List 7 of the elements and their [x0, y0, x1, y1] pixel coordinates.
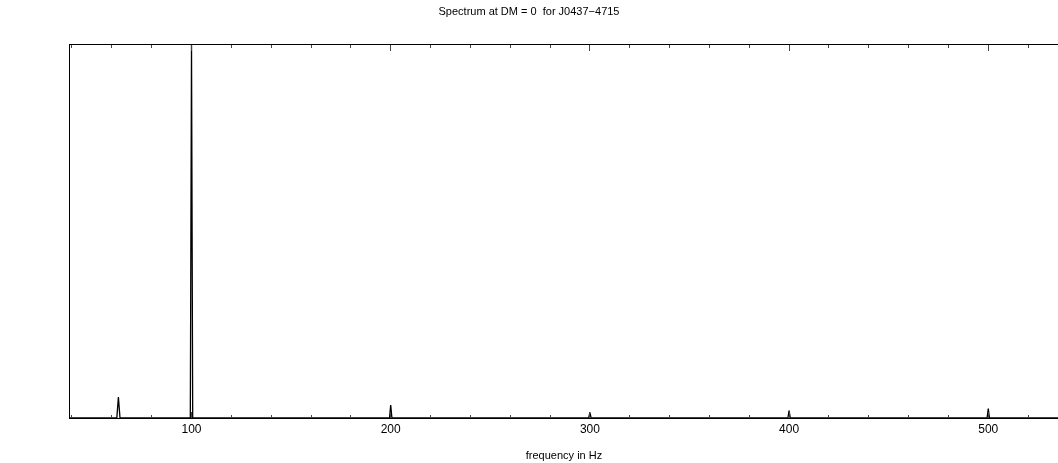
x-tick-label: 500 [978, 422, 999, 437]
x-tick-label: 400 [779, 422, 800, 437]
x-tick-label: 200 [380, 422, 402, 437]
x-tick-label: 300 [579, 422, 601, 437]
chart-title: Spectrum at DM = 0 for J0437−4715 [438, 4, 620, 17]
x-tick-label: 100 [181, 422, 202, 437]
x-axis-title: frequency in Hz [525, 448, 603, 461]
